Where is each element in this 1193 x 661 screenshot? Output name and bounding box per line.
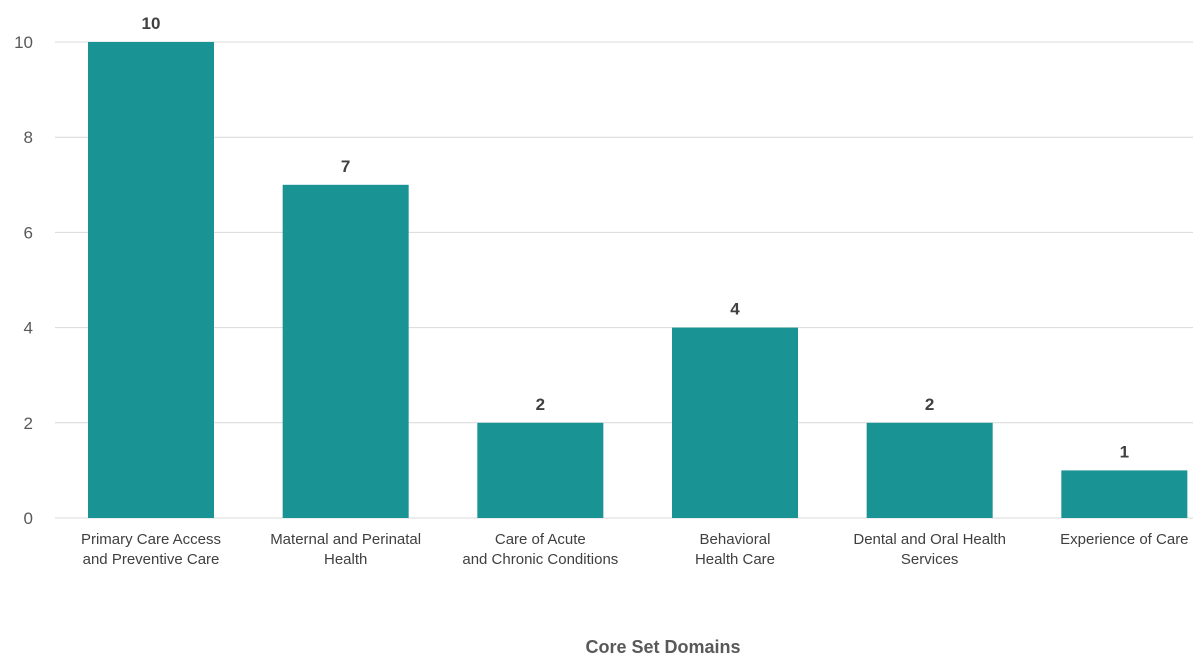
- bar: [477, 422, 604, 518]
- x-category-label-line: Services: [901, 551, 959, 568]
- bar: [672, 327, 798, 518]
- bars: [88, 42, 1188, 519]
- data-label: 2: [925, 395, 934, 414]
- x-axis-title: Core Set Domains: [585, 637, 740, 656]
- data-label: 7: [341, 157, 350, 176]
- data-label: 10: [142, 14, 161, 33]
- x-category-label-line: Dental and Oral Health: [853, 531, 1006, 548]
- y-axis-ticks: 0 2 4 6 8 10: [14, 33, 33, 528]
- bar: [1061, 470, 1188, 518]
- x-category-label-line: Care of Acute: [495, 531, 586, 548]
- data-labels: 10 7 2 4 2 1: [142, 14, 1130, 461]
- x-category-label-line: Health Care: [695, 551, 775, 568]
- y-tick-label: 6: [24, 223, 33, 242]
- x-category-label-line: Health: [324, 551, 367, 568]
- x-category-label: Dental and Oral Health Services: [853, 531, 1006, 568]
- data-label: 2: [536, 395, 545, 414]
- bar: [866, 422, 993, 518]
- x-category-label-line: Primary Care Access: [81, 531, 221, 548]
- y-tick-label: 8: [24, 128, 33, 147]
- data-label: 4: [730, 300, 740, 319]
- bar: [282, 184, 409, 519]
- y-tick-label: 10: [14, 33, 33, 52]
- x-category-label: Maternal and Perinatal Health: [270, 531, 421, 568]
- x-category-label: Behavioral Health Care: [695, 531, 775, 568]
- y-tick-label: 2: [24, 414, 33, 433]
- x-category-label-line: Maternal and Perinatal: [270, 531, 421, 548]
- x-category-label: Care of Acute and Chronic Conditions: [462, 531, 618, 568]
- gridlines: [55, 41, 1193, 519]
- x-category-label: Primary Care Access and Preventive Care: [81, 531, 221, 568]
- x-category-label-line: Experience of Care: [1060, 531, 1188, 548]
- x-category-label-line: and Chronic Conditions: [462, 551, 618, 568]
- x-category-label-line: Behavioral: [700, 531, 771, 548]
- y-tick-label: 0: [24, 509, 33, 528]
- data-label: 1: [1120, 442, 1129, 461]
- x-category-label: Experience of Care: [1060, 531, 1188, 548]
- x-axis-category-labels: Primary Care Access and Preventive Care Ma…: [81, 531, 1189, 568]
- y-tick-label: 4: [24, 319, 33, 338]
- x-category-label-line: and Preventive Care: [83, 551, 220, 568]
- bar: [88, 42, 214, 518]
